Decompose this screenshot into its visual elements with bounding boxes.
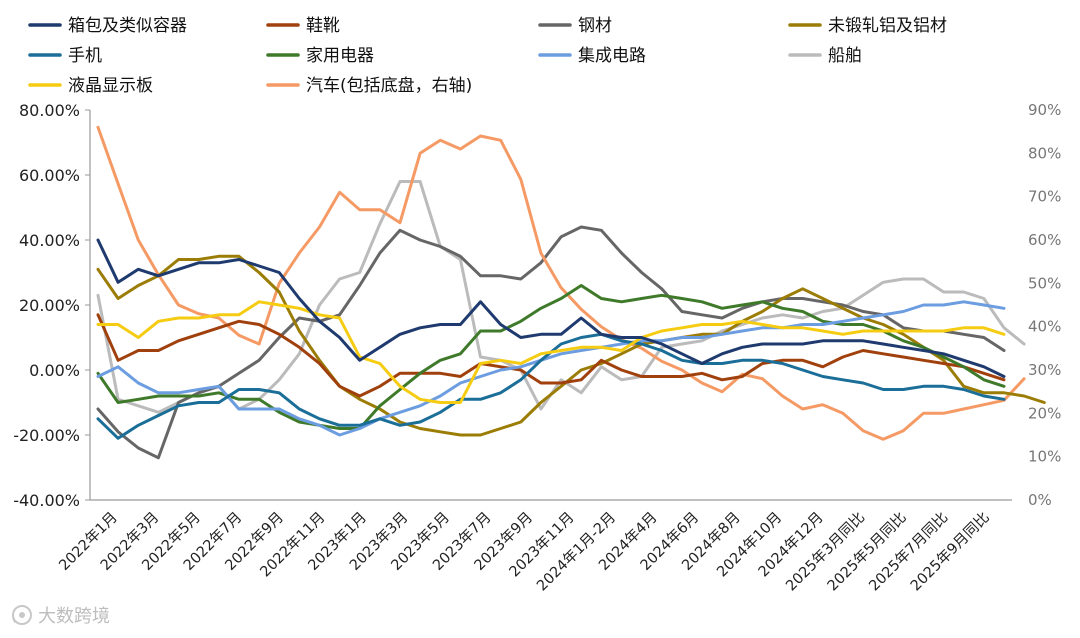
- right-tick-label: 60%: [1028, 231, 1061, 249]
- right-axis-ticks: 90% 80% 70% 60% 50% 40% 30% 20% 10% 0%: [1028, 101, 1061, 509]
- right-tick-label: 10%: [1028, 448, 1061, 466]
- watermark-text: 大数跨境: [38, 606, 110, 627]
- series-line: [96, 313, 1006, 398]
- left-axis-ticks: 80.00% 60.00% 40.00% 20.00% 0.00% -20.00% -40.…: [13, 101, 90, 510]
- left-tick-label: 20.00%: [19, 296, 80, 315]
- right-tick-label: 30%: [1028, 361, 1061, 379]
- series-line: [96, 238, 1006, 378]
- series-lines: [96, 125, 1046, 460]
- legend-label: 钢材: [578, 16, 612, 36]
- legend-label: 鞋靴: [306, 16, 340, 36]
- series-line: [96, 254, 1046, 437]
- legend-label: 家用电器: [306, 46, 374, 66]
- svg-text:(: (: [11, 609, 16, 625]
- left-tick-label: 60.00%: [19, 166, 80, 185]
- legend-label: 液晶显示板: [68, 76, 153, 96]
- right-tick-label: 0%: [1028, 491, 1052, 509]
- x-axis-ticks: 2022年1月2022年3月2022年5月2022年7月2022年9月2022年…: [56, 509, 993, 595]
- legend-label: 船舶: [828, 46, 862, 66]
- legend-label: 集成电路: [578, 46, 646, 66]
- series-line: [96, 300, 1006, 404]
- series-line: [96, 284, 1006, 430]
- legend-label: 汽车(包括底盘，右轴): [306, 76, 472, 96]
- left-tick-label: 0.00%: [29, 361, 80, 380]
- legend-label: 手机: [68, 46, 102, 66]
- series-line: [96, 225, 1006, 460]
- left-tick-label: -20.00%: [13, 426, 80, 445]
- right-tick-label: 80%: [1028, 144, 1061, 162]
- watermark: ( 大数跨境: [11, 605, 110, 627]
- right-tick-label: 40%: [1028, 318, 1061, 336]
- legend-label: 箱包及类似容器: [68, 16, 187, 36]
- left-tick-label: 40.00%: [19, 231, 80, 250]
- right-tick-label: 90%: [1028, 101, 1061, 119]
- series-line: [96, 180, 1026, 414]
- right-tick-label: 20%: [1028, 404, 1061, 422]
- series-line: [96, 300, 1006, 437]
- right-tick-label: 70%: [1028, 188, 1061, 206]
- series-line: [96, 125, 1026, 441]
- legend-label: 未锻轧铝及铝材: [828, 16, 947, 36]
- right-tick-label: 50%: [1028, 274, 1061, 292]
- left-tick-label: -40.00%: [13, 491, 80, 510]
- brand-logo-icon: (: [11, 605, 32, 625]
- left-tick-label: 80.00%: [19, 101, 80, 120]
